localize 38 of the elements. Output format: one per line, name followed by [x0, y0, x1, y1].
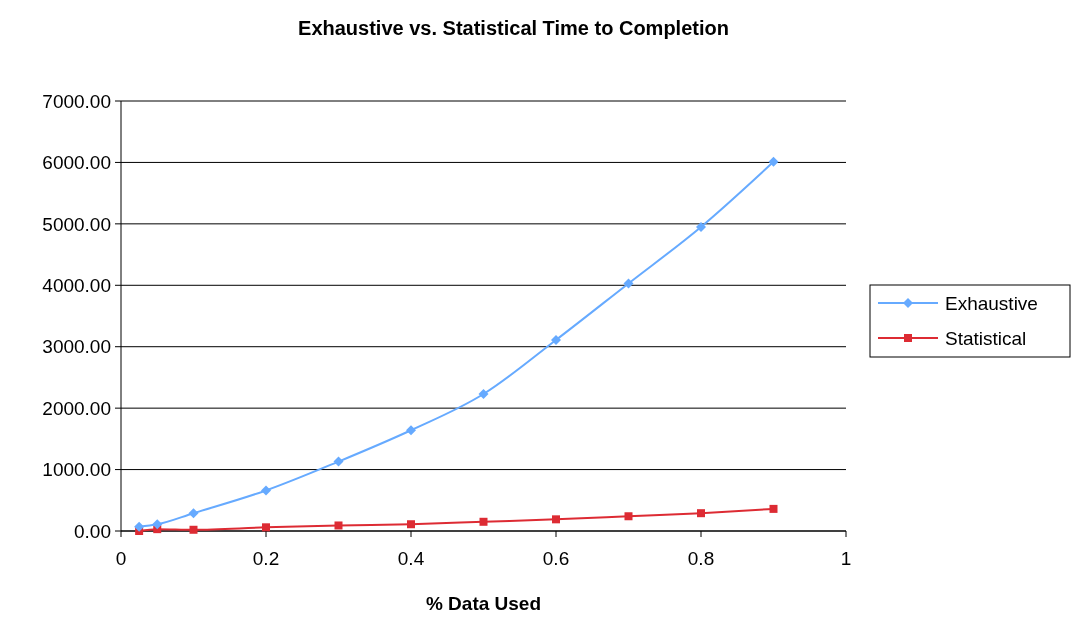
point	[333, 456, 344, 467]
point	[696, 221, 706, 232]
y-tick-label: 1000.00	[42, 459, 111, 481]
legend-label: Statistical	[945, 327, 1027, 349]
point	[697, 509, 705, 518]
x-tick-label: 0.4	[397, 548, 425, 569]
point	[478, 389, 489, 400]
chart-title: Exhaustive vs. Statistical Time to Completion	[298, 17, 729, 39]
y-tick-label: 0.00	[74, 520, 111, 542]
x-tick-label: 0.6	[542, 548, 570, 569]
point	[551, 334, 561, 345]
point	[334, 521, 343, 530]
y-tick-label: 5000.00	[42, 213, 111, 235]
y-tick-label: 3000.00	[42, 336, 111, 358]
point	[552, 515, 560, 524]
point	[769, 504, 778, 513]
x-tick-label: 0.2	[252, 548, 280, 569]
point	[479, 517, 488, 526]
x-tick-label: 0.8	[687, 548, 715, 569]
y-tick-label: 6000.00	[42, 152, 111, 174]
point	[407, 520, 415, 529]
point	[262, 523, 270, 532]
point	[623, 278, 634, 289]
point	[406, 425, 416, 436]
point	[134, 521, 145, 532]
x-axis-title: % Data Used	[425, 593, 542, 614]
legend-label: Exhaustive	[945, 292, 1038, 314]
x-tick-label: 0	[115, 548, 127, 569]
point	[624, 512, 633, 521]
point	[261, 485, 271, 496]
y-tick-label: 4000.00	[42, 274, 111, 296]
point	[152, 519, 163, 530]
point	[188, 508, 199, 519]
point	[189, 525, 198, 534]
point	[768, 156, 779, 167]
y-tick-label: 7000.00	[42, 90, 111, 112]
y-tick-label: 2000.00	[42, 397, 111, 419]
x-tick-label: 1	[840, 548, 852, 569]
